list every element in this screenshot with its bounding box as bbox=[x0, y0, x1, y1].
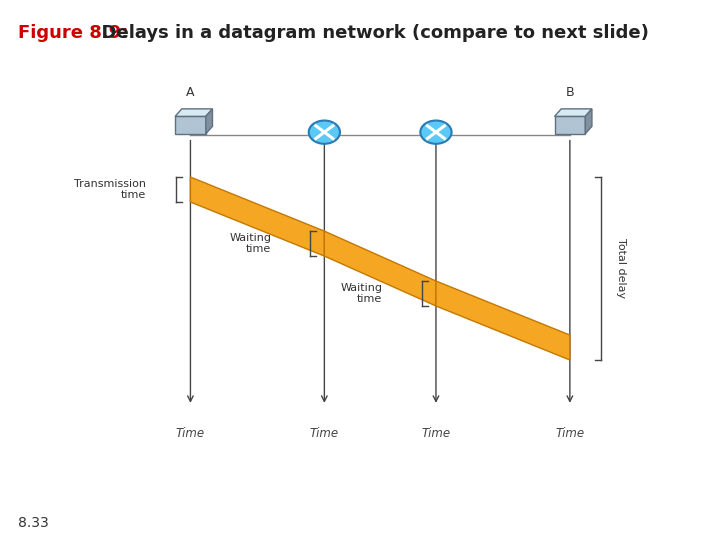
Text: Waiting
time: Waiting time bbox=[230, 233, 271, 254]
Polygon shape bbox=[554, 109, 592, 116]
Polygon shape bbox=[190, 177, 324, 256]
Text: Time: Time bbox=[176, 427, 205, 440]
Text: Time: Time bbox=[310, 427, 339, 440]
Text: Time: Time bbox=[421, 427, 451, 440]
Polygon shape bbox=[585, 109, 592, 134]
Text: Delays in a datagram network (compare to next slide): Delays in a datagram network (compare to… bbox=[89, 24, 649, 42]
Text: Figure 8.9:: Figure 8.9: bbox=[18, 24, 128, 42]
Circle shape bbox=[309, 120, 340, 144]
FancyBboxPatch shape bbox=[175, 116, 206, 134]
Text: Time: Time bbox=[555, 427, 585, 440]
Circle shape bbox=[420, 120, 451, 144]
Polygon shape bbox=[206, 109, 212, 134]
Text: A: A bbox=[186, 86, 194, 99]
Polygon shape bbox=[324, 231, 436, 306]
Polygon shape bbox=[436, 281, 570, 360]
Text: Transmission
time: Transmission time bbox=[74, 179, 145, 200]
FancyBboxPatch shape bbox=[554, 116, 585, 134]
Polygon shape bbox=[175, 109, 212, 116]
Text: Waiting
time: Waiting time bbox=[341, 283, 382, 305]
Text: 8.33: 8.33 bbox=[18, 516, 49, 530]
Text: B: B bbox=[566, 86, 574, 99]
Text: Total delay: Total delay bbox=[616, 239, 626, 299]
